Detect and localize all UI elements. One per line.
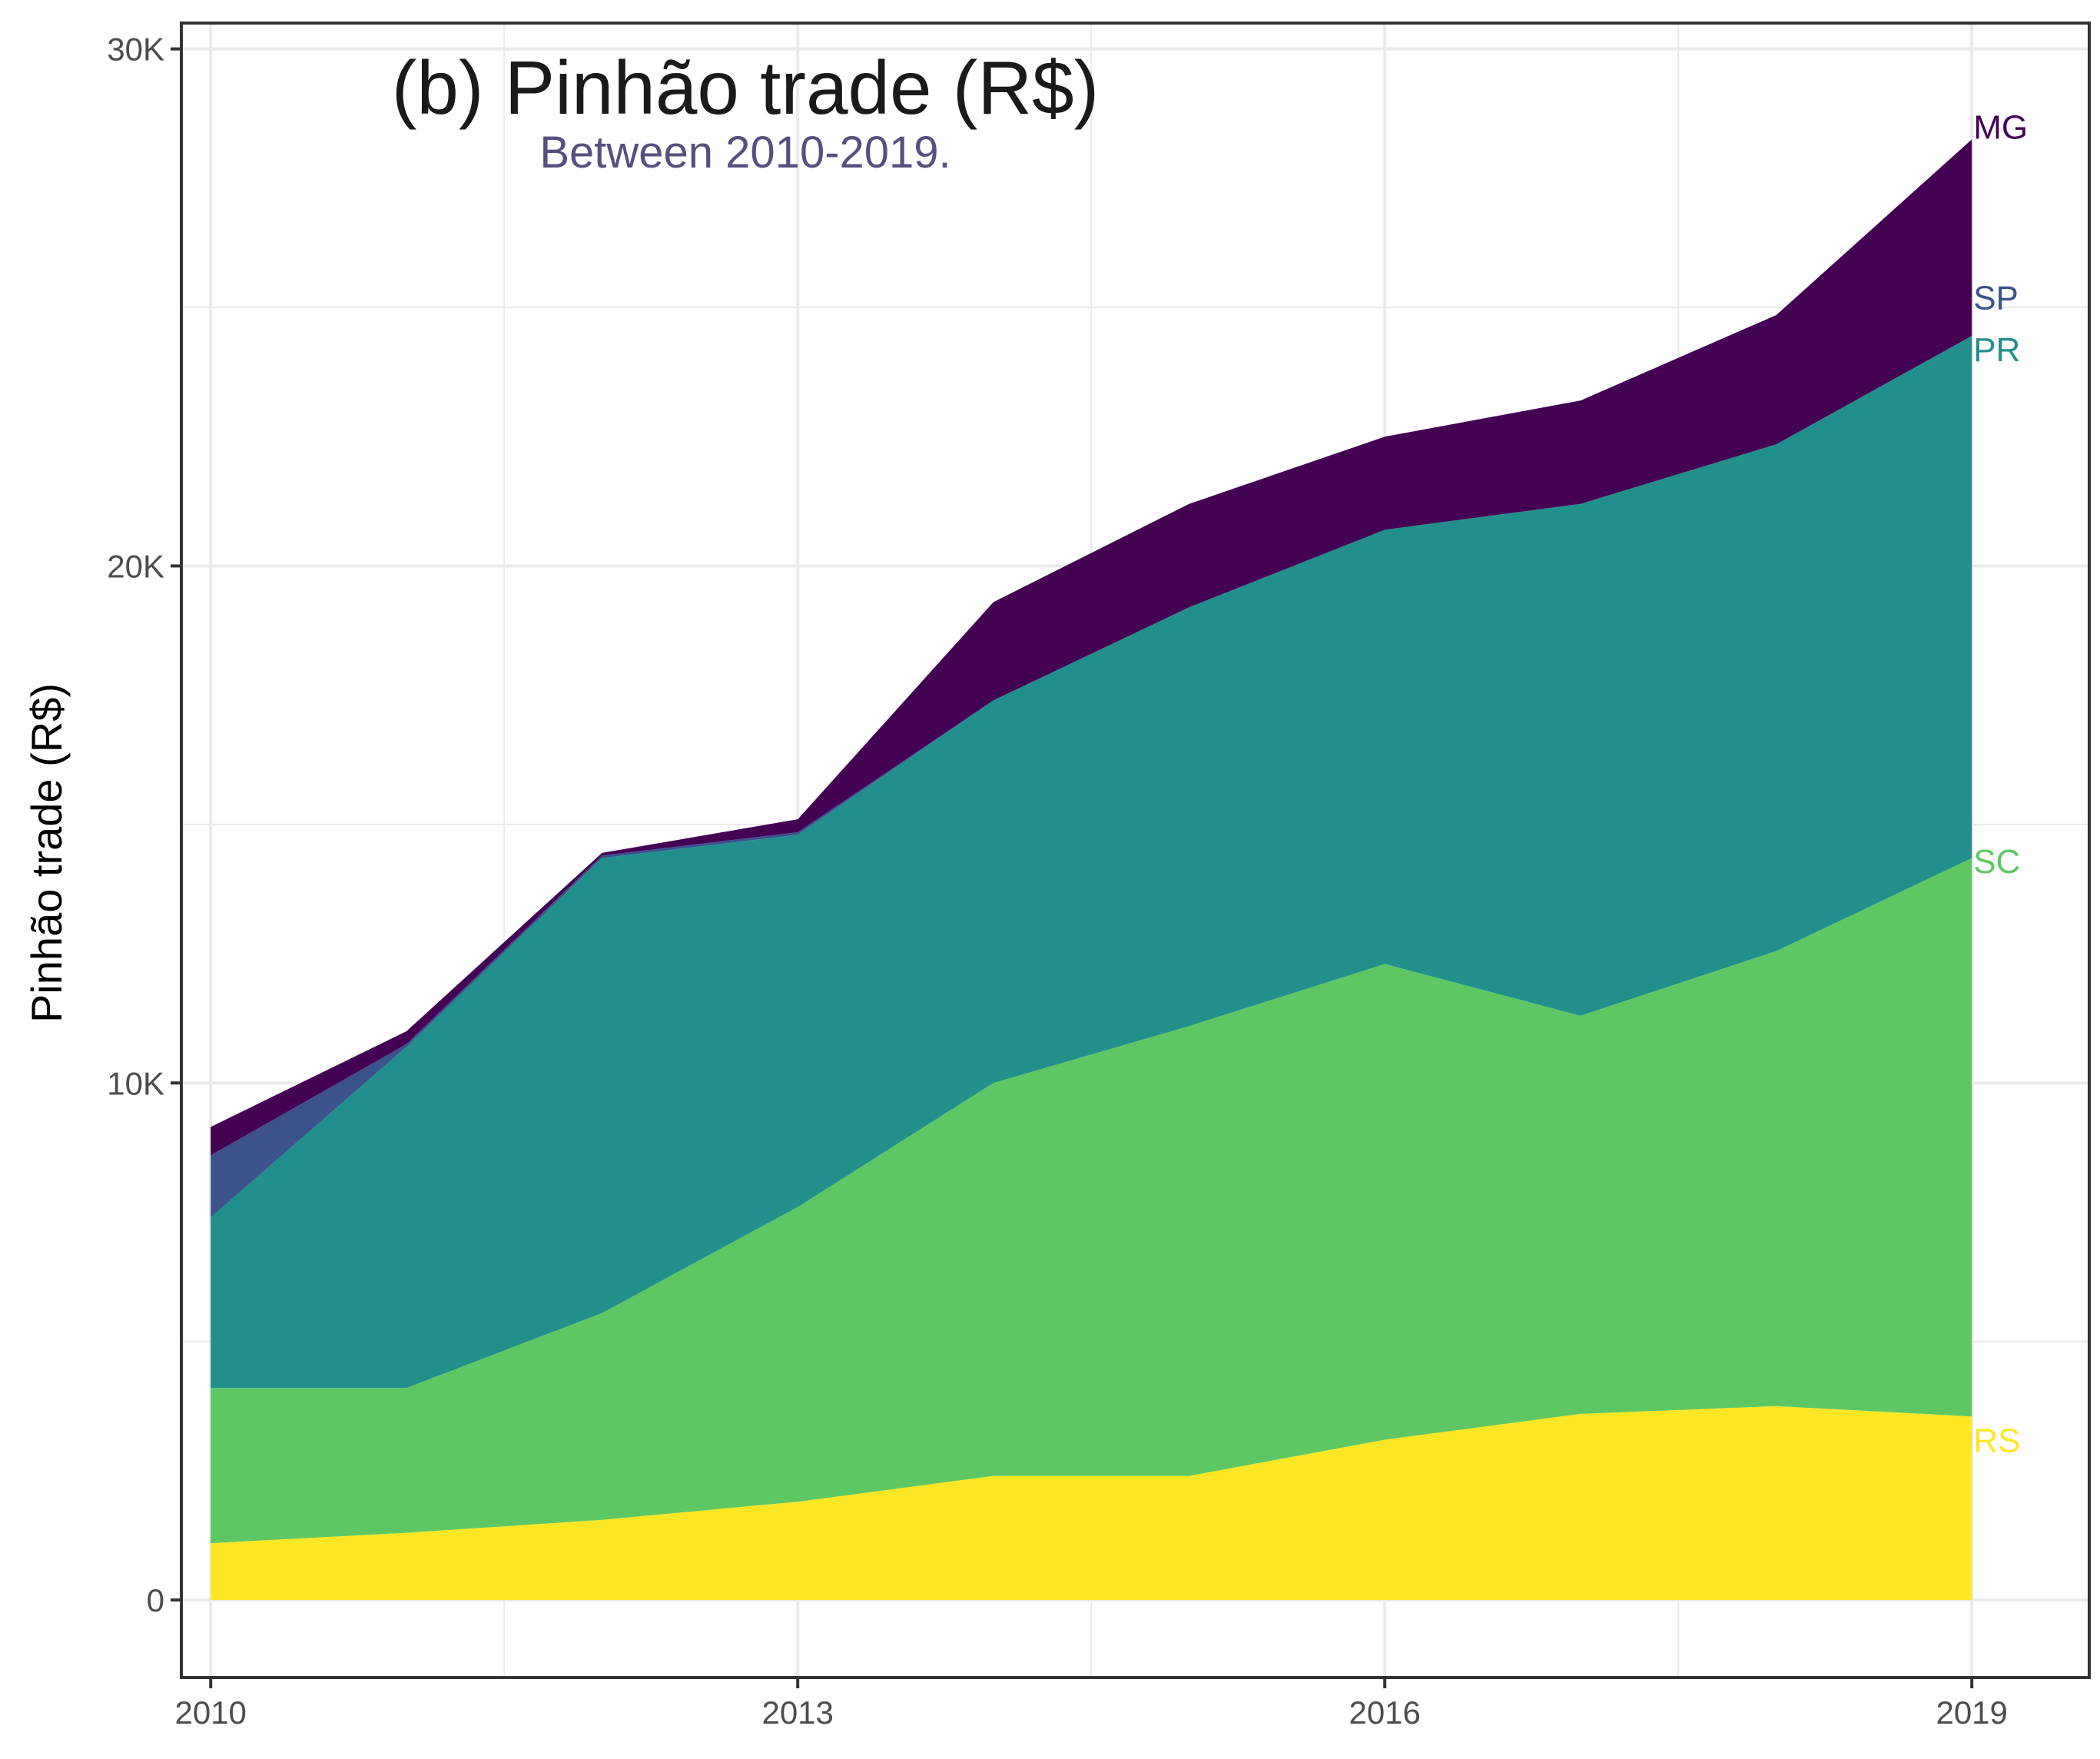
y-tick-label: 10K — [107, 1065, 164, 1101]
x-tick-label: 2013 — [761, 1694, 833, 1731]
chart-title: (b) Pinhão trade (R$) — [392, 45, 1100, 130]
x-tick-label: 2019 — [1936, 1694, 2007, 1731]
chart-subtitle: Between 2010-2019. — [539, 128, 950, 178]
area-sc — [211, 858, 1972, 1544]
series-labels: RS SC PR SP MG — [1973, 109, 2028, 1460]
y-tick-label: 0 — [147, 1582, 164, 1618]
y-tick-label: 20K — [107, 548, 164, 584]
y-axis-title: Pinhão trade (R$) — [22, 683, 71, 1023]
x-tick-label: 2016 — [1349, 1694, 1420, 1731]
series-label-sc: SC — [1973, 843, 2020, 881]
series-areas — [211, 139, 1972, 1601]
panel-border — [180, 22, 2091, 1679]
area-pr — [211, 336, 1972, 1389]
area-rs — [211, 1406, 1972, 1601]
series-label-sp: SP — [1973, 280, 2019, 317]
area-mg — [211, 139, 1972, 1156]
axes: 0 10K 20K 30K 2010 2013 2016 2019 — [107, 32, 2008, 1731]
x-tick-label: 2010 — [174, 1694, 246, 1731]
series-label-mg: MG — [1973, 109, 2028, 147]
y-tick-label: 30K — [107, 32, 164, 68]
series-label-rs: RS — [1973, 1422, 2020, 1460]
series-label-pr: PR — [1973, 331, 2020, 369]
